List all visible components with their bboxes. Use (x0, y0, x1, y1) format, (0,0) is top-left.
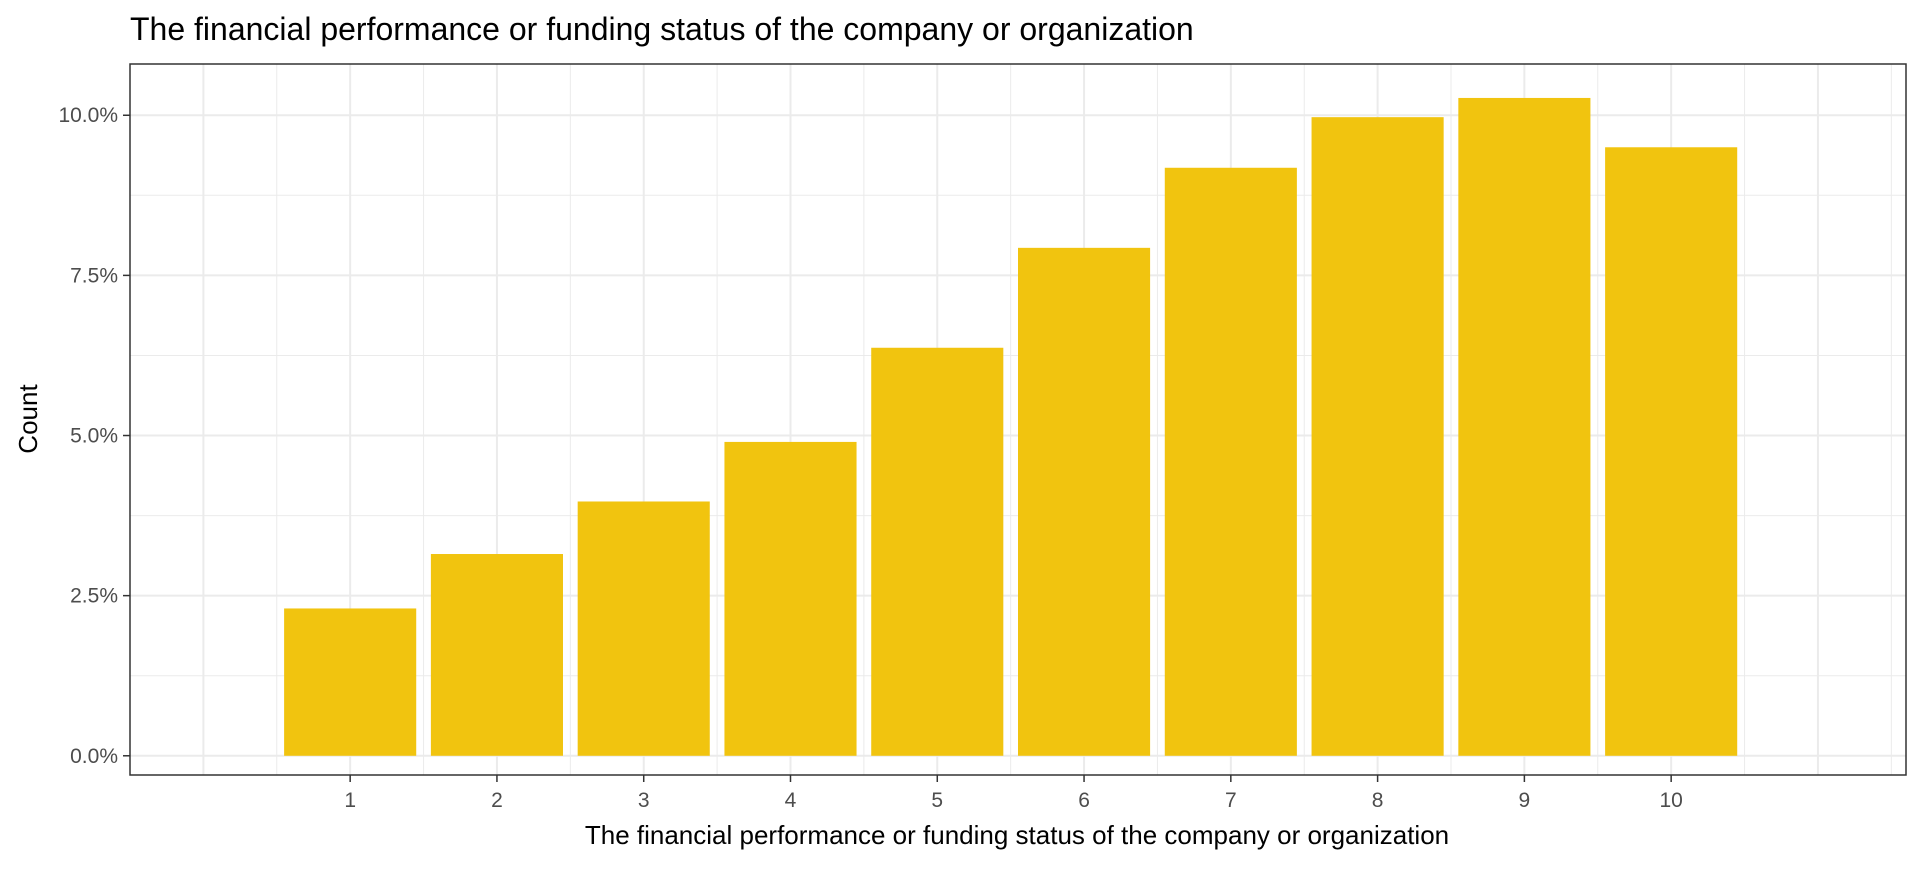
chart-title: The financial performance or funding sta… (130, 11, 1194, 47)
x-tick-label: 1 (344, 789, 356, 812)
y-tick-label: 10.0% (58, 104, 118, 127)
bar-7 (1164, 167, 1297, 756)
y-tick-label: 0.0% (70, 745, 118, 768)
bars (284, 97, 1738, 756)
x-tick-label: 7 (1225, 789, 1237, 812)
x-tick-label: 6 (1078, 789, 1090, 812)
bar-1 (284, 608, 417, 756)
x-tick-label: 3 (638, 789, 650, 812)
x-tick-label: 4 (785, 789, 797, 812)
bar-10 (1605, 147, 1738, 756)
bar-2 (430, 554, 563, 756)
y-axis-title: Count (13, 384, 43, 454)
x-tick-label: 8 (1372, 789, 1384, 812)
x-axis-title: The financial performance or funding sta… (585, 820, 1449, 850)
x-tick-label: 2 (491, 789, 503, 812)
x-tick-label: 5 (931, 789, 943, 812)
plot-panel-border (129, 63, 1907, 776)
y-tick-label: 2.5% (70, 585, 118, 608)
x-axis: 1 2 3 4 5 6 7 8 9 10 (344, 775, 1683, 812)
bar-4 (724, 441, 857, 756)
bar-6 (1018, 247, 1151, 756)
bar-5 (871, 347, 1004, 756)
bar-9 (1458, 97, 1591, 756)
bar-8 (1311, 117, 1444, 756)
y-tick-label: 5.0% (70, 425, 118, 448)
bar-3 (577, 501, 710, 756)
x-tick-label: 10 (1659, 789, 1682, 812)
y-tick-label: 7.5% (70, 264, 118, 287)
y-axis: 0.0% 2.5% 5.0% 7.5% 10.0% (58, 104, 130, 768)
x-tick-label: 9 (1519, 789, 1531, 812)
